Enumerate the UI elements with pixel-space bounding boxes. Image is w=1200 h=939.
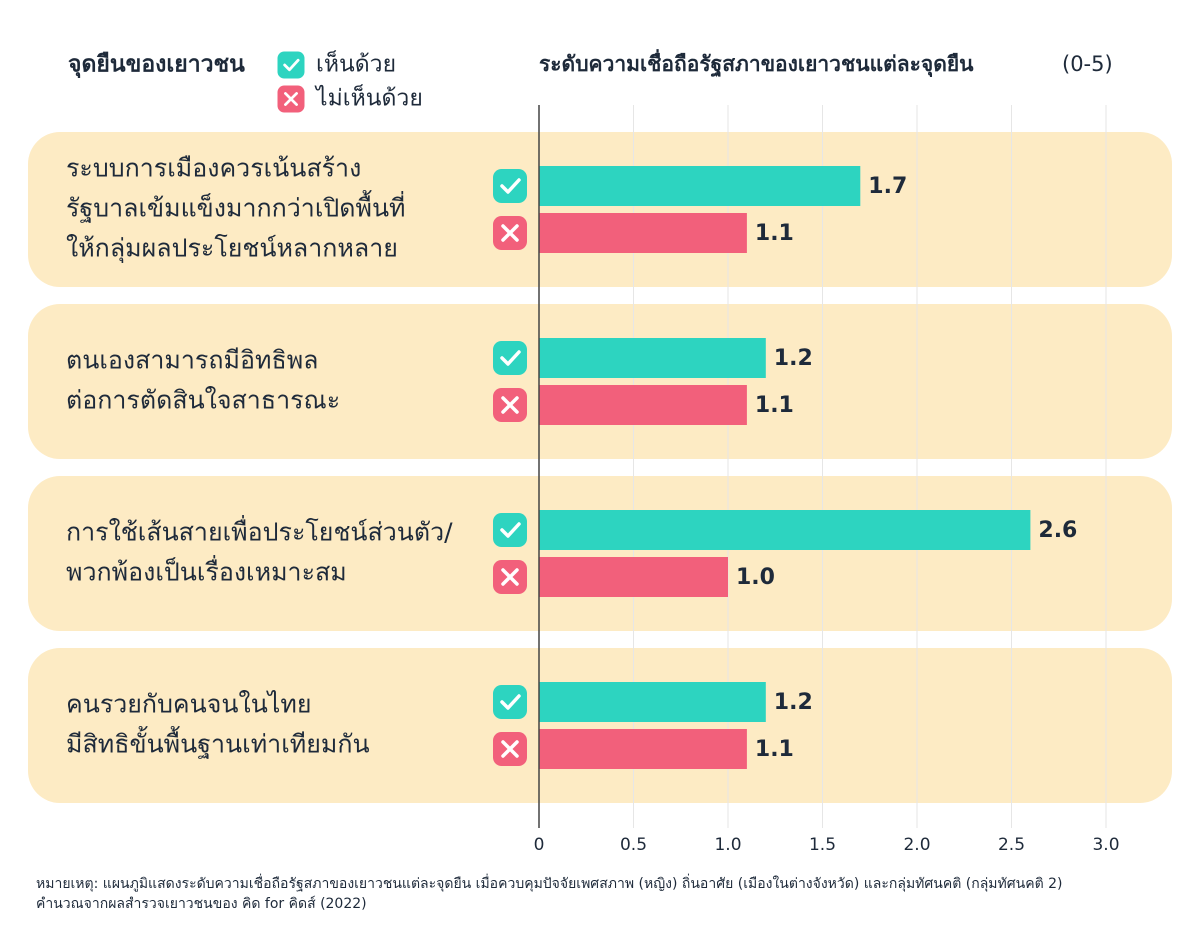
bar xyxy=(539,510,1031,550)
value-label: 1.0 xyxy=(736,565,775,590)
category-label: ตนเองสามารถมีอิทธิพล xyxy=(66,346,319,375)
x-tick-label: 1.0 xyxy=(714,835,741,855)
value-label: 1.2 xyxy=(774,346,813,371)
category-label: มีสิทธิขั้นพื้นฐานเท่าเทียมกัน xyxy=(66,726,370,759)
value-label: 1.1 xyxy=(755,393,794,418)
x-tick-label: 0.5 xyxy=(620,835,647,855)
icon-bg xyxy=(493,341,527,375)
cross-icon xyxy=(501,740,519,758)
x-tick-label: 2.0 xyxy=(903,835,930,855)
bar xyxy=(539,213,747,253)
x-tick-label: 3.0 xyxy=(1092,835,1119,855)
cross-icon xyxy=(501,396,519,414)
cross-icon xyxy=(501,568,519,586)
cross-icon xyxy=(501,224,519,242)
row-panel xyxy=(28,132,1172,287)
bar xyxy=(539,729,747,769)
check-icon xyxy=(500,522,521,538)
category-label: พวกพ้องเป็นเรื่องเหมาะสม xyxy=(66,555,347,587)
value-label: 1.1 xyxy=(755,737,794,762)
chart-title: ระดับความเชื่อถือรัฐสภาของเยาวชนแต่ละจุด… xyxy=(539,48,974,78)
footnote: หมายเหตุ: แผนภูมิแสดงระดับความเชื่อถือรั… xyxy=(36,874,1062,892)
check-icon xyxy=(500,350,521,366)
value-label: 1.2 xyxy=(774,690,813,715)
row-panel xyxy=(28,648,1172,803)
bar xyxy=(539,385,747,425)
category-label: รัฐบาลเข้มแข็งมากกว่าเปิดพื้นที่ xyxy=(66,190,406,223)
category-label: คนรวยกับคนจนในไทย xyxy=(66,690,311,719)
chart-subtitle: (0-5) xyxy=(1062,52,1113,76)
category-label: ระบบการเมืองควรเน้นสร้าง xyxy=(66,154,361,183)
category-label: ให้กลุ่มผลประโยชน์หลากหลาย xyxy=(66,234,398,264)
bar xyxy=(539,557,728,597)
check-icon xyxy=(500,694,521,710)
cross-icon xyxy=(284,92,298,106)
row-panel xyxy=(28,304,1172,459)
value-label: 2.6 xyxy=(1038,518,1077,543)
bar xyxy=(539,338,766,378)
value-label: 1.1 xyxy=(755,221,794,246)
bar xyxy=(539,166,861,206)
category-label: ต่อการตัดสินใจสาธารณะ xyxy=(66,386,340,415)
icon-bg xyxy=(277,51,305,79)
x-tick-label: 0 xyxy=(534,835,545,855)
x-tick-label: 2.5 xyxy=(998,835,1025,855)
row-panel xyxy=(28,476,1172,631)
value-label: 1.7 xyxy=(868,174,907,199)
legend-label: ไม่เห็นด้วย xyxy=(314,83,423,112)
legend-label: เห็นด้วย xyxy=(316,49,396,78)
icon-bg xyxy=(493,513,527,547)
footnote: คำนวณจากผลสำรวจเยาวชนของ คิด for คิดส์ (… xyxy=(36,895,367,912)
check-icon xyxy=(500,178,521,194)
check-icon xyxy=(283,58,300,72)
x-tick-label: 1.5 xyxy=(809,835,836,855)
category-label: การใช้เส้นสายเพื่อประโยชน์ส่วนตัว/ xyxy=(66,515,453,547)
category-title: จุดยืนของเยาวชน xyxy=(68,52,245,79)
bar xyxy=(539,682,766,722)
icon-bg xyxy=(493,169,527,203)
icon-bg xyxy=(493,685,527,719)
